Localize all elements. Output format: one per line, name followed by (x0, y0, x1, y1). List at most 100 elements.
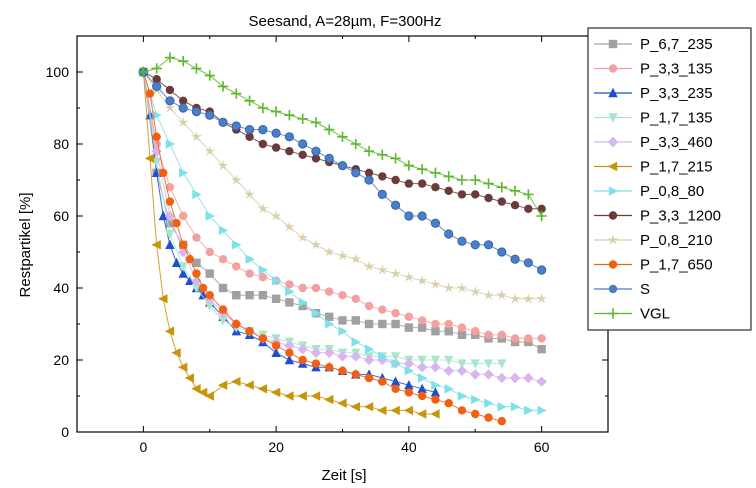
legend-item: P_6,7_235 (594, 36, 713, 53)
y-tick-label: 100 (46, 64, 70, 80)
data-point (232, 291, 241, 300)
data-point (377, 189, 387, 199)
data-point (191, 131, 202, 142)
legend-item: P_3,3_460 (594, 134, 713, 151)
data-point (185, 255, 195, 264)
legend-item: P_1,7_650 (594, 257, 713, 274)
data-point (470, 369, 481, 380)
data-point (165, 85, 175, 95)
x-tick-label: 0 (139, 439, 147, 455)
data-point (270, 106, 282, 117)
chart-title: Seesand, A=28µm, F=300Hz (249, 13, 442, 30)
data-point (165, 96, 175, 106)
data-point (218, 283, 228, 293)
data-point (179, 96, 188, 106)
data-point (284, 132, 294, 142)
data-point (391, 309, 400, 318)
data-point (257, 102, 269, 114)
data-point (325, 287, 334, 296)
data-point (403, 160, 415, 171)
data-point (151, 63, 162, 74)
data-point (244, 188, 255, 200)
data-point (444, 355, 454, 366)
data-point (457, 236, 467, 246)
data-point (431, 319, 440, 329)
data-point (483, 240, 494, 250)
data-point (178, 268, 188, 278)
legend-label: P_0,8_80 (640, 183, 704, 200)
data-point (191, 107, 202, 117)
x-tick-label: 20 (268, 439, 284, 455)
data-point (205, 291, 214, 300)
data-point (152, 132, 161, 141)
series-line (142, 71, 542, 300)
data-point (270, 210, 282, 221)
legend-label: VGL (640, 306, 670, 323)
data-point (417, 179, 427, 188)
data-point (444, 229, 454, 239)
data-point (171, 257, 182, 267)
data-point (283, 221, 295, 232)
data-point (164, 326, 175, 336)
data-point (310, 391, 321, 401)
series-line (143, 71, 542, 271)
data-point (391, 175, 400, 185)
data-point (285, 147, 294, 156)
data-point (483, 369, 494, 380)
data-point (351, 316, 360, 325)
data-point (178, 56, 189, 67)
series-S (138, 67, 547, 275)
data-point (205, 269, 214, 278)
data-point (311, 283, 321, 293)
legend-label: P_3,3_460 (640, 134, 713, 151)
data-point (298, 355, 307, 365)
series-P_0,8_80 (139, 67, 547, 416)
legend-item: P_3,3_1200 (594, 208, 721, 225)
data-point (431, 327, 440, 336)
data-point (284, 110, 295, 121)
data-point (416, 164, 428, 175)
data-point (151, 240, 161, 250)
legend-marker (608, 39, 618, 49)
data-point (310, 347, 322, 358)
data-point (324, 124, 335, 135)
data-point (192, 258, 201, 267)
data-point (297, 113, 308, 124)
data-point (404, 323, 414, 332)
legend-marker (607, 308, 619, 319)
data-point (338, 291, 347, 300)
data-point (364, 175, 374, 185)
data-point (232, 319, 241, 329)
data-point (323, 246, 335, 257)
data-point (217, 380, 228, 390)
data-point (417, 355, 427, 366)
legend-marker (608, 284, 618, 294)
data-point (377, 405, 387, 416)
data-point (324, 394, 334, 405)
data-point (350, 402, 360, 412)
data-point (470, 240, 480, 250)
legend-box (587, 27, 752, 331)
data-point (497, 197, 506, 206)
data-point (158, 210, 168, 221)
data-point (297, 344, 308, 355)
legend-marker (608, 211, 618, 220)
data-point (443, 282, 455, 293)
data-point (205, 110, 215, 120)
data-point (271, 341, 281, 350)
data-point (364, 319, 374, 329)
data-point (510, 402, 521, 412)
data-point (245, 291, 254, 300)
data-point (404, 388, 414, 397)
data-point (524, 204, 533, 213)
legend-item: P_1,7_215 (594, 159, 713, 176)
data-point (523, 258, 533, 268)
data-point (497, 402, 507, 412)
data-point (457, 190, 467, 199)
data-point (537, 405, 547, 416)
legend-label: P_1,7_135 (640, 110, 713, 127)
data-point (484, 398, 494, 408)
series-line (142, 71, 502, 365)
data-point (337, 161, 348, 171)
